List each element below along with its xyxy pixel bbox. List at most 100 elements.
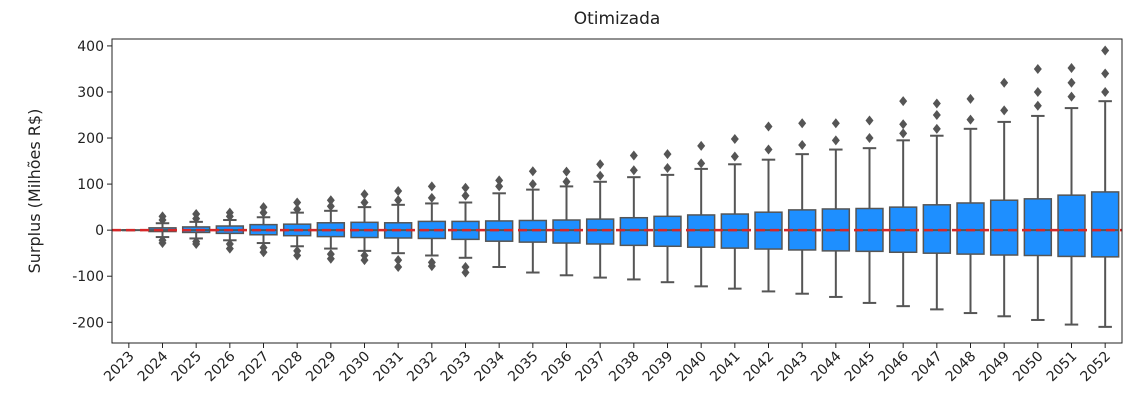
x-tick-label: 2025 [168, 349, 205, 386]
y-tick-label: 0 [95, 223, 104, 239]
outlier [427, 257, 436, 268]
outlier [461, 262, 470, 272]
outlier [461, 182, 470, 193]
outlier [360, 197, 369, 208]
box [1090, 191, 1120, 258]
outlier [461, 190, 470, 201]
outlier [697, 158, 706, 169]
outlier [1067, 63, 1076, 74]
outlier [730, 133, 739, 144]
outlier [865, 133, 874, 144]
box [956, 202, 985, 255]
x-tick-label: 2037 [572, 349, 609, 386]
box [619, 216, 649, 247]
box [1057, 194, 1086, 258]
x-tick-label: 2023 [101, 349, 138, 386]
x-tick-label: 2028 [269, 349, 306, 386]
x-tick-label: 2039 [640, 349, 677, 386]
outlier [1033, 63, 1042, 74]
outlier [562, 176, 571, 187]
outlier [629, 165, 638, 176]
outlier [764, 121, 773, 132]
x-tick-label: 2052 [1077, 349, 1114, 386]
outlier [528, 166, 537, 177]
outlier [495, 181, 504, 192]
outlier [394, 195, 403, 206]
outlier [259, 202, 268, 213]
outlier [899, 128, 908, 139]
outlier [293, 204, 302, 215]
y-axis-label: Surplus (Milhões R$) [25, 109, 44, 274]
outlier [730, 151, 739, 162]
outlier [192, 236, 201, 247]
chart-title: Otimizada [574, 9, 661, 29]
x-tick-label: 2024 [135, 348, 172, 385]
x-tick-label: 2038 [606, 349, 643, 386]
outlier [966, 114, 975, 125]
outlier [360, 189, 369, 200]
x-tick-label: 2041 [707, 349, 744, 386]
x-tick-label: 2031 [370, 349, 407, 386]
x-tick-label: 2046 [875, 348, 912, 385]
x-tick-label: 2048 [943, 349, 980, 386]
x-tick-label: 2030 [337, 349, 374, 386]
x-tick-label: 2047 [909, 349, 946, 386]
outlier [1101, 45, 1110, 56]
y-tick-label: 300 [77, 85, 104, 101]
x-tick-label: 2026 [202, 348, 239, 385]
outlier [259, 242, 268, 253]
outlier [1101, 86, 1110, 97]
outlier [1067, 77, 1076, 88]
y-tick-label: 400 [77, 39, 104, 55]
x-tick-label: 2027 [236, 349, 273, 386]
x-tick-label: 2049 [976, 349, 1013, 386]
outlier [326, 201, 335, 212]
x-tick-label: 2040 [673, 349, 710, 386]
outlier [293, 197, 302, 208]
x-tick-label: 2051 [1044, 349, 1081, 386]
outlier [831, 135, 840, 146]
outlier [865, 115, 874, 126]
outlier [192, 209, 201, 220]
outlier [596, 170, 605, 181]
x-tick-label: 2042 [741, 349, 778, 386]
outlier [1000, 77, 1009, 88]
outlier [831, 118, 840, 129]
outlier [158, 235, 167, 246]
x-tick-label: 2032 [404, 349, 441, 386]
x-tick-label: 2044 [808, 348, 845, 385]
outlier [899, 96, 908, 107]
outlier [966, 93, 975, 104]
y-tick-label: 200 [77, 131, 104, 147]
x-tick-label: 2043 [774, 349, 811, 386]
outlier [394, 262, 403, 272]
box [1023, 198, 1053, 257]
y-tick-label: 100 [77, 177, 104, 193]
outlier [326, 249, 335, 260]
plot-frame [111, 38, 1123, 344]
box [552, 219, 581, 244]
outlier [932, 98, 941, 109]
outlier [1033, 86, 1042, 97]
outlier [1000, 105, 1009, 116]
outlier [562, 166, 571, 177]
box [989, 199, 1019, 256]
x-tick-label: 2050 [1010, 349, 1047, 386]
outlier [259, 207, 268, 218]
outlier [663, 162, 672, 173]
outlier [629, 150, 638, 161]
outlier [225, 238, 234, 249]
outlier [932, 123, 941, 134]
outlier [326, 195, 335, 206]
x-tick-label: 2029 [303, 349, 340, 386]
outlier [1067, 91, 1076, 102]
outlier [225, 207, 234, 218]
x-tick-label: 2036 [539, 348, 576, 385]
outlier [528, 179, 537, 190]
outlier [427, 181, 436, 192]
outlier [663, 149, 672, 160]
y-tick-label: -200 [72, 315, 104, 331]
outlier [394, 255, 403, 266]
x-tick-label: 2035 [505, 349, 542, 386]
